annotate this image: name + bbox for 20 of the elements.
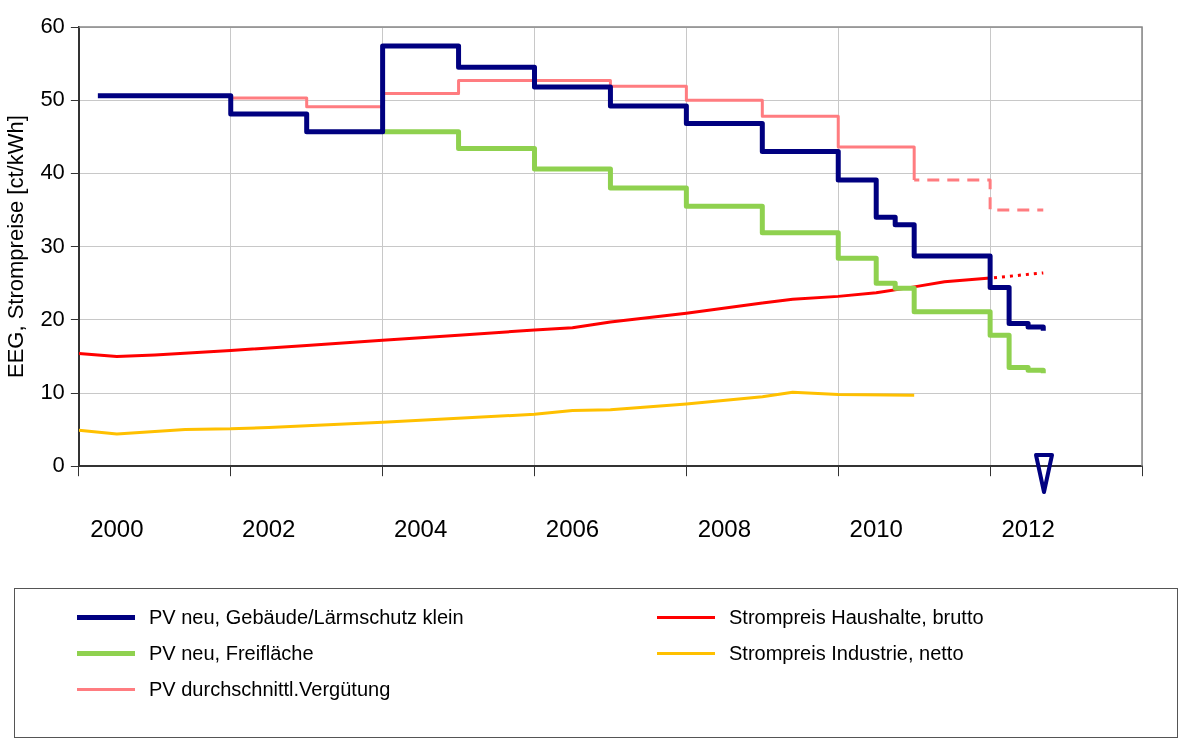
legend-label: Strompreis Haushalte, brutto	[729, 605, 984, 629]
y-axis-title: EEG, Strompreise [ct/kWh]	[3, 115, 29, 379]
y-tick-label: 20	[40, 305, 65, 331]
x-tick-label: 2006	[545, 515, 600, 543]
y-tick-label: 40	[40, 159, 65, 185]
x-tick-label: 2012	[1001, 515, 1055, 543]
x-tick-label: 2010	[849, 515, 903, 543]
legend-label: Strompreis Industrie, netto	[729, 641, 964, 665]
x-tick-label: 2000	[90, 515, 144, 543]
legend-label: PV neu, Freifläche	[149, 641, 314, 665]
x-tick-label: 2004	[393, 515, 448, 543]
y-tick-label: 30	[40, 232, 65, 258]
legend-label: PV durchschnittl.Vergütung	[149, 677, 391, 701]
x-tick-label: 2002	[242, 515, 296, 543]
y-tick-label: 60	[40, 13, 65, 39]
y-tick-label: 50	[40, 86, 65, 112]
legend-label: PV neu, Gebäude/Lärmschutz klein	[149, 605, 464, 629]
x-tick-label: 2008	[697, 515, 752, 543]
y-tick-label: 10	[40, 379, 65, 405]
y-tick-label: 0	[52, 452, 65, 478]
